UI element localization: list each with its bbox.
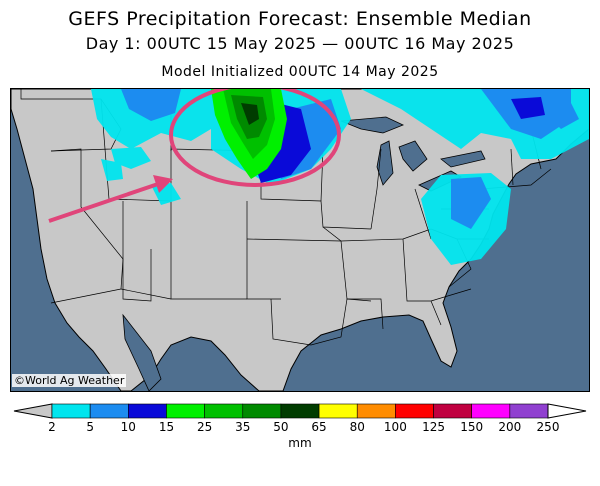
scale-tick-label: 125 bbox=[422, 420, 445, 434]
scale-swatch bbox=[242, 403, 282, 419]
scale-tick-label: 25 bbox=[196, 420, 213, 434]
scale-tick-label: 2 bbox=[48, 420, 56, 434]
highlight-circle bbox=[169, 89, 341, 187]
scale-swatch bbox=[280, 403, 320, 419]
scale-tick-label: 10 bbox=[120, 420, 136, 434]
scale-tick-label: 150 bbox=[460, 420, 484, 434]
arrow-head bbox=[153, 175, 173, 193]
scale-swatch bbox=[471, 403, 511, 419]
precip-core bbox=[241, 103, 259, 125]
scale-tick-label: 5 bbox=[86, 420, 94, 434]
scale-swatch bbox=[128, 403, 167, 419]
copyright-label: ©World Ag Weather bbox=[12, 374, 127, 387]
scale-tick-label: 250 bbox=[536, 420, 560, 434]
scale-swatch bbox=[51, 403, 91, 419]
scale-tick-label: 200 bbox=[498, 420, 522, 434]
precip-map bbox=[10, 88, 590, 392]
scale-tick-label: 50 bbox=[273, 420, 289, 434]
scale-under-triangle bbox=[13, 403, 53, 419]
scale-tick-label: 65 bbox=[311, 420, 327, 434]
gulf-of-california bbox=[122, 313, 162, 391]
scale-swatch bbox=[318, 403, 358, 419]
unit-label: mm bbox=[288, 436, 312, 450]
scale-tick-label: 35 bbox=[235, 420, 251, 434]
scale-swatch bbox=[166, 403, 205, 419]
init-time: Model Initialized 00UTC 14 May 2025 bbox=[161, 64, 439, 80]
map-svg bbox=[11, 89, 589, 391]
chart-title: GEFS Precipitation Forecast: Ensemble Me… bbox=[68, 8, 532, 30]
color-scale-bar bbox=[13, 403, 587, 419]
scale-tick-label: 15 bbox=[158, 420, 175, 434]
valid-period: Day 1: 00UTC 15 May 2025 — 00UTC 16 May … bbox=[85, 34, 515, 53]
scale-swatch bbox=[509, 403, 549, 419]
scale-tick-label: 80 bbox=[349, 420, 365, 434]
great-lakes bbox=[340, 116, 486, 192]
scale-swatch bbox=[89, 403, 129, 419]
scale-tick-label: 100 bbox=[383, 420, 407, 434]
scale-swatch bbox=[395, 403, 434, 419]
scale-swatch bbox=[433, 403, 472, 419]
scale-swatch bbox=[356, 403, 396, 419]
scale-over-triangle bbox=[547, 403, 587, 419]
scale-swatch bbox=[204, 403, 244, 419]
highlight-arrow bbox=[48, 181, 162, 223]
